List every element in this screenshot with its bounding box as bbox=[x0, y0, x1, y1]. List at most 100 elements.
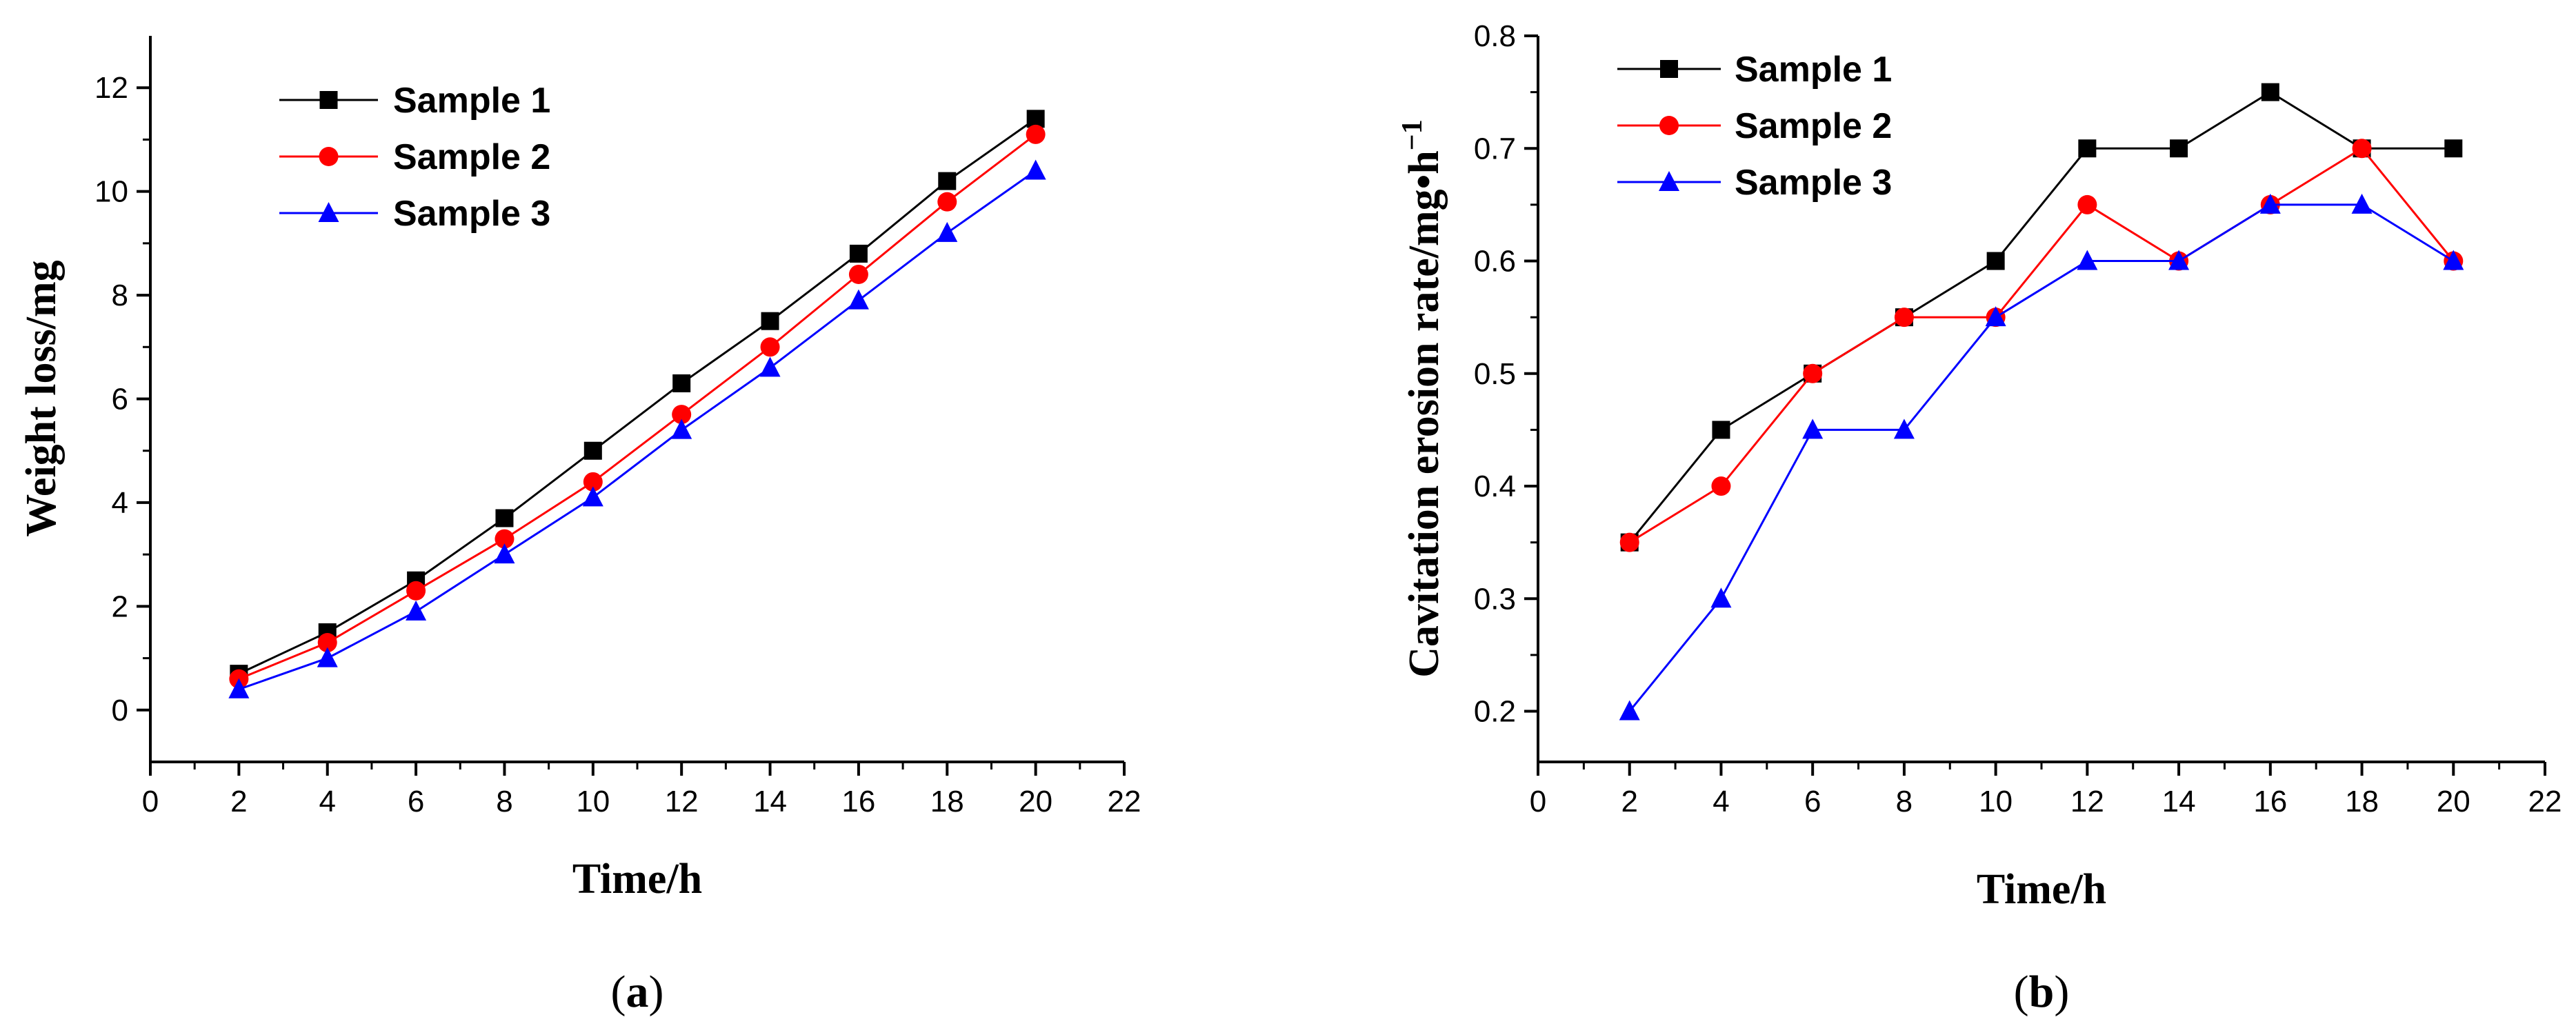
y-tick-label: 4 bbox=[112, 486, 128, 520]
y-tick-label: 0.2 bbox=[1474, 695, 1516, 729]
series-line bbox=[238, 118, 1037, 675]
data-point bbox=[317, 647, 338, 667]
data-point bbox=[495, 509, 514, 527]
data-point bbox=[582, 486, 603, 507]
data-point bbox=[2351, 193, 2373, 214]
x-tick-label: 16 bbox=[841, 785, 875, 818]
data-point bbox=[937, 192, 957, 212]
data-point bbox=[495, 529, 515, 549]
data-point bbox=[848, 289, 869, 310]
chart-b-cavitation-erosion-rate: 0 2 4 6 8 10 12 14 16 18 20 22 0.2 0.3 0.4 0.5 0.6 0.7 0.8… bbox=[1397, 19, 2562, 1017]
data-point bbox=[938, 172, 957, 190]
data-point bbox=[2444, 139, 2463, 158]
data-point bbox=[1026, 124, 1046, 144]
y-axis-title-superscript: −1 bbox=[1397, 119, 1428, 150]
x-tick-label: 4 bbox=[319, 785, 335, 818]
x-tick-label: 20 bbox=[1019, 785, 1052, 818]
data-point bbox=[759, 356, 781, 377]
legend-label: Sample 2 bbox=[1735, 106, 1892, 146]
series-line bbox=[238, 133, 1037, 681]
series-sample-3 bbox=[1619, 193, 2464, 721]
x-tick-label: 6 bbox=[1804, 785, 1821, 818]
data-point bbox=[2443, 250, 2464, 270]
legend: Sample 1 Sample 2 Sample 3 bbox=[279, 81, 550, 234]
y-tick-label: 0.5 bbox=[1474, 357, 1516, 391]
series-sample-1 bbox=[230, 110, 1045, 683]
y-tick-label: 8 bbox=[112, 279, 128, 312]
data-point bbox=[1710, 587, 1732, 608]
y-tick-label: 6 bbox=[112, 383, 128, 416]
data-point bbox=[1619, 700, 1640, 721]
legend-label: Sample 2 bbox=[393, 137, 550, 177]
legend-marker bbox=[1659, 171, 1679, 191]
data-point bbox=[849, 244, 868, 263]
data-point bbox=[406, 581, 426, 601]
data-point bbox=[937, 221, 958, 242]
data-point bbox=[1894, 308, 1914, 328]
series-sample-2 bbox=[229, 124, 1046, 689]
series-line bbox=[1628, 203, 2455, 712]
series-line bbox=[1628, 90, 2454, 543]
legend-label: Sample 3 bbox=[1735, 163, 1892, 203]
data-point bbox=[1025, 159, 1046, 180]
chart-a-weight-loss: 0 2 4 6 8 10 12 14 16 18 20 22 0 2 4 6 8 10 12 Time/h Weight… bbox=[18, 36, 1141, 1017]
data-point bbox=[672, 374, 691, 392]
y-axis-title-text: Cavitation erosion rate/mg•h bbox=[1401, 150, 1448, 678]
y-axis-title-text: Weight loss/mg bbox=[18, 260, 65, 536]
y-tick-label: 0.4 bbox=[1474, 470, 1516, 503]
data-point bbox=[228, 678, 250, 698]
panel-caption: (b) bbox=[2014, 967, 2070, 1017]
data-point bbox=[1711, 476, 1731, 496]
series-sample-1 bbox=[1620, 83, 2463, 552]
data-point bbox=[406, 600, 427, 621]
x-tick-label: 10 bbox=[1979, 785, 2013, 818]
data-point bbox=[761, 312, 779, 330]
data-point bbox=[2352, 139, 2372, 159]
x-tick-label: 0 bbox=[142, 785, 159, 818]
y-tick-label: 0.6 bbox=[1474, 245, 1516, 279]
x-tick-label: 6 bbox=[408, 785, 424, 818]
data-point bbox=[672, 405, 692, 425]
x-tick-label: 18 bbox=[2345, 785, 2379, 818]
data-point bbox=[583, 441, 602, 460]
series-line bbox=[1628, 147, 2455, 543]
panel-caption: (a) bbox=[611, 967, 664, 1017]
data-point bbox=[2077, 194, 2097, 214]
y-tick-label: 12 bbox=[94, 71, 128, 105]
data-point bbox=[848, 264, 868, 284]
legend-label: Sample 1 bbox=[1735, 50, 1892, 90]
data-point bbox=[1985, 306, 2006, 327]
legend-marker bbox=[318, 202, 339, 222]
data-point bbox=[2261, 83, 2279, 101]
series-sample-3 bbox=[228, 159, 1046, 698]
data-point bbox=[2170, 139, 2188, 158]
x-tick-label: 8 bbox=[496, 785, 512, 818]
data-point bbox=[1619, 532, 1639, 552]
x-tick-label: 14 bbox=[753, 785, 787, 818]
y-tick-label: 0 bbox=[112, 694, 128, 727]
legend-marker bbox=[319, 147, 339, 166]
x-tick-label: 12 bbox=[665, 785, 699, 818]
y-tick-label: 10 bbox=[94, 175, 128, 209]
x-tick-label: 22 bbox=[2528, 785, 2562, 818]
legend-label: Sample 1 bbox=[393, 81, 550, 121]
panel-caption-letter: a bbox=[626, 967, 649, 1017]
legend-label: Sample 3 bbox=[393, 194, 550, 234]
y-axis-title: Cavitation erosion rate/mg•h−1 bbox=[1397, 119, 1448, 677]
data-point bbox=[1712, 421, 1730, 439]
data-point bbox=[1893, 419, 1915, 439]
y-axis-title: Weight loss/mg bbox=[18, 260, 65, 536]
x-tick-label: 12 bbox=[2070, 785, 2104, 818]
legend: Sample 1 Sample 2 Sample 3 bbox=[1617, 50, 1892, 203]
y-tick-label: 0.3 bbox=[1474, 582, 1516, 616]
data-point bbox=[2078, 139, 2097, 158]
panel-caption-letter: b bbox=[2029, 967, 2055, 1017]
data-point bbox=[1802, 419, 1824, 439]
data-point bbox=[2259, 193, 2281, 214]
x-tick-label: 4 bbox=[1713, 785, 1729, 818]
y-tick-label: 0.7 bbox=[1474, 132, 1516, 165]
data-point bbox=[1986, 252, 2005, 270]
data-point bbox=[2168, 250, 2190, 270]
legend-marker bbox=[319, 91, 338, 109]
data-point bbox=[760, 337, 780, 357]
